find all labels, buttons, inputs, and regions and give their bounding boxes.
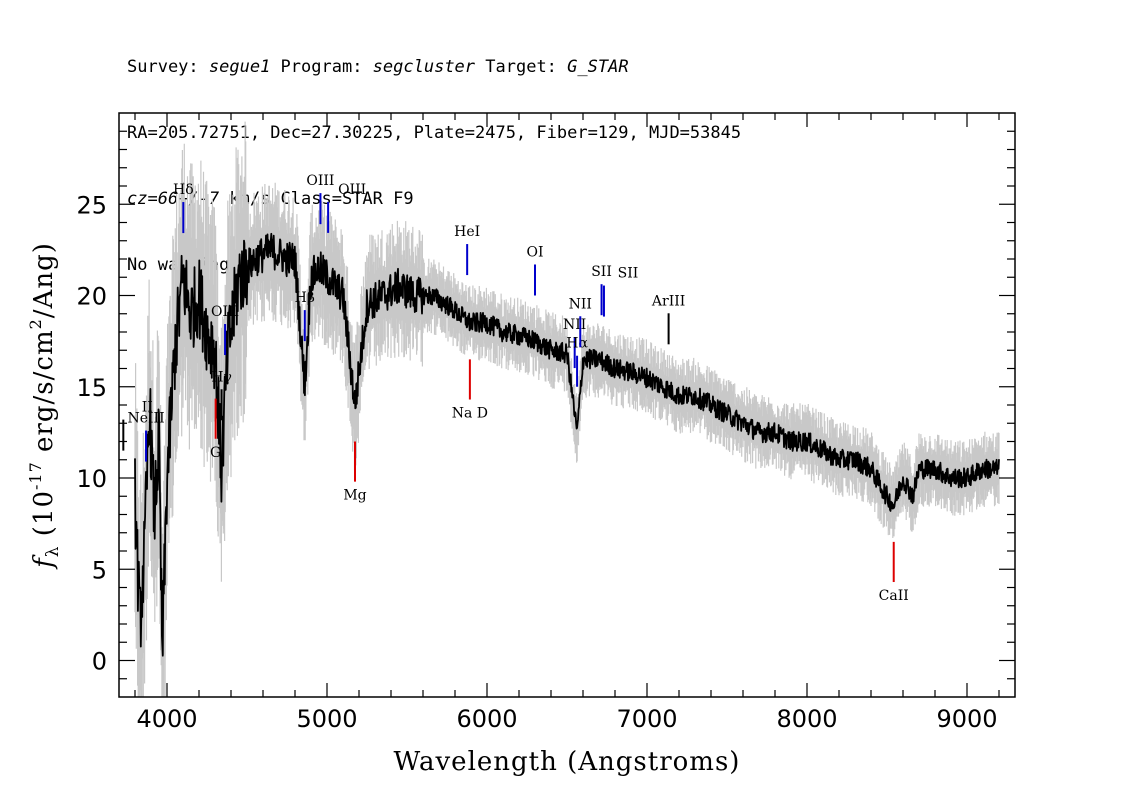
axis-ticks [119,113,1015,697]
tick-labels: 4000 5000 6000 7000 8000 9000 0 5 10 15 20 25 [76,191,997,733]
x-tick-label: 5000 [296,705,357,733]
y-tick-label: 10 [76,465,107,493]
y-axis-title: fλ (10-17 erg/s/cm2/Ang) [26,242,63,570]
line-label: OI [526,244,543,260]
line-label: NII [569,296,592,312]
line-label: Hβ [295,290,315,306]
y-tick-label: 25 [76,191,107,219]
line-label: Hα [566,336,588,352]
line-label: Hγ [211,369,232,385]
line-label: SII [618,266,639,282]
line-label: Na D [452,406,488,422]
flux-line [134,232,1000,657]
line-label: ArIII [651,293,685,309]
line-label: OIII [306,173,334,189]
line-label: CaII [879,588,909,604]
x-tick-label: 7000 [616,705,677,733]
x-tick-label: 6000 [456,705,517,733]
x-tick-label: 8000 [776,705,837,733]
x-tick-label: 4000 [136,705,197,733]
y-tick-label: 20 [76,283,107,311]
line-label: G [210,445,221,461]
line-label: OIII [338,182,366,198]
error-band [134,121,1000,697]
header-line-coordinates: RA=205.72751, Dec=27.30225, Plate=2475, … [127,123,742,143]
x-tick-label: 9000 [936,705,997,733]
target-label: Target: [475,57,568,77]
line-label: II [142,400,153,416]
program-value: segcluster [372,57,476,77]
y-tick-label: 0 [92,648,107,676]
line-label: NeIII [127,411,164,427]
line-label: NII [563,317,586,333]
error-band-path [134,121,1000,697]
y-tick-label: 5 [92,556,107,584]
program-label: Program: [270,57,373,77]
line-label: SII [591,264,612,280]
y-tick-label: 15 [76,374,107,402]
cz-value: cz=66+/-7 [127,189,220,209]
line-label: Mg [343,488,366,504]
flux-layer [134,232,1000,657]
line-label: OIII [211,304,239,320]
header-line-survey: Survey: segue1 Program: segcluster Targe… [127,56,741,78]
x-axis-title: Wavelength (Angstroms) [394,747,741,777]
line-label: Hδ [173,182,194,198]
spectrum-header: Survey: segue1 Program: segcluster Targe… [127,12,741,298]
survey-label: Survey: [127,57,209,77]
line-label: HeI [454,224,480,240]
survey-value: segue1 [208,57,271,77]
target-value: G_STAR [567,57,629,77]
